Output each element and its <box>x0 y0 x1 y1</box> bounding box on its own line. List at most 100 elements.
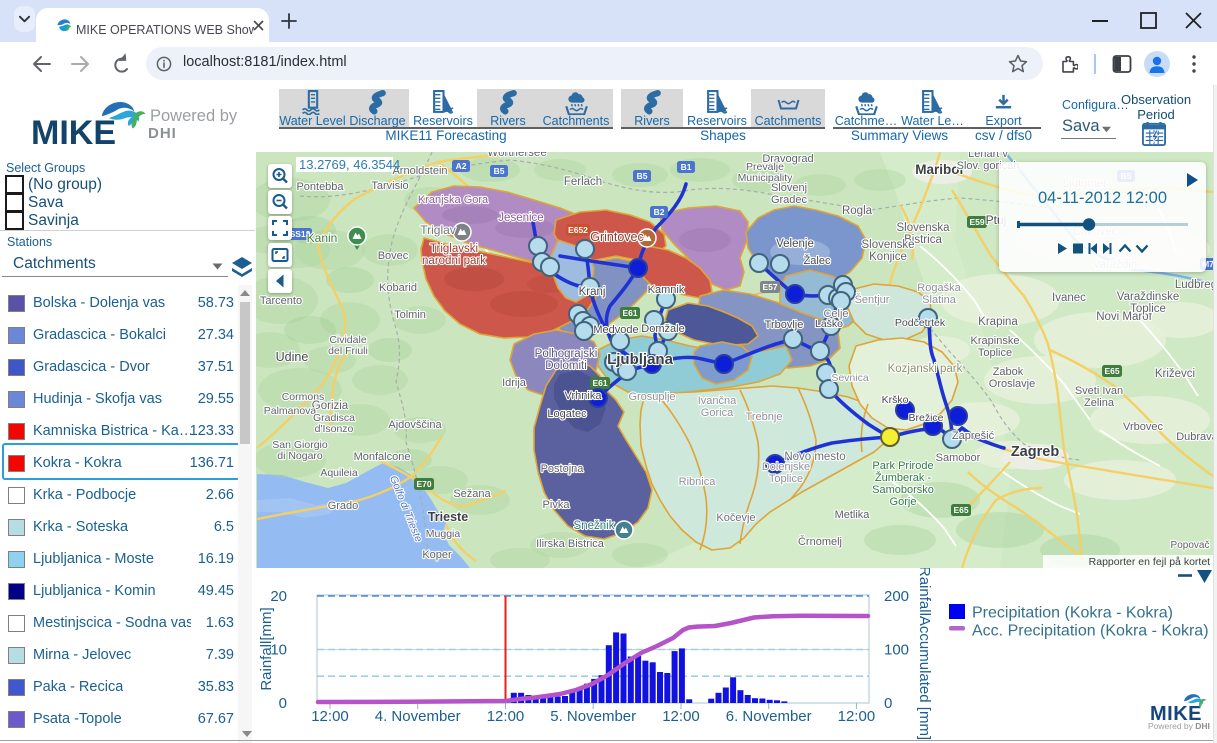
svg-text:Kanin: Kanin <box>307 231 338 245</box>
svg-text:Rainfall[mm]: Rainfall[mm] <box>258 607 275 690</box>
svg-text:Ribnica: Ribnica <box>679 476 717 488</box>
svg-text:Sveti Ivan: Sveti Ivan <box>1075 385 1123 397</box>
svg-text:12:00: 12:00 <box>838 708 876 725</box>
svg-text:Ludbreg: Ludbreg <box>1175 279 1213 291</box>
svg-text:Grintovec: Grintovec <box>590 230 644 244</box>
svg-text:Palmanova: Palmanova <box>264 405 317 417</box>
svg-text:Idrija: Idrija <box>502 377 527 389</box>
svg-text:Konjice: Konjice <box>869 251 907 263</box>
svg-text:Polhograjski: Polhograjski <box>535 348 598 360</box>
svg-text:Brežice: Brežice <box>908 412 943 424</box>
svg-text:Popovač: Popovač <box>1171 540 1210 551</box>
svg-text:E59: E59 <box>969 217 984 227</box>
svg-text:Trebnje: Trebnje <box>746 411 783 423</box>
svg-text:Dolenjske: Dolenjske <box>762 461 810 473</box>
svg-text:Varaždinske: Varaždinske <box>1117 291 1179 303</box>
svg-text:Zagreb: Zagreb <box>1011 444 1059 460</box>
svg-text:Žalec: Žalec <box>804 254 831 267</box>
svg-text:Snežnik: Snežnik <box>574 520 615 532</box>
svg-text:Kočevje: Kočevje <box>716 512 755 524</box>
svg-text:Križevci: Križevci <box>1155 368 1195 380</box>
svg-text:Aquileia: Aquileia <box>320 467 358 479</box>
svg-text:Novo mesto: Novo mesto <box>784 451 845 463</box>
svg-text:Bovec: Bovec <box>378 250 409 262</box>
svg-text:Rogaška: Rogaška <box>917 282 961 294</box>
svg-text:Metlika: Metlika <box>835 509 871 521</box>
svg-text:Grado: Grado <box>328 500 359 512</box>
svg-text:B5: B5 <box>494 166 505 176</box>
svg-text:Gorizia: Gorizia <box>312 400 349 412</box>
svg-text:Žumberak -: Žumberak - <box>875 471 932 484</box>
svg-text:Dubrava: Dubrava <box>1176 431 1213 443</box>
svg-text:di Nogaro: di Nogaro <box>277 450 323 462</box>
svg-text:B1: B1 <box>681 162 692 172</box>
svg-text:Slovenske: Slovenske <box>861 239 914 251</box>
svg-text:Tolmin: Tolmin <box>394 309 426 321</box>
svg-text:Krško: Krško <box>882 394 909 406</box>
svg-text:Dolomiti: Dolomiti <box>545 360 587 372</box>
svg-text:100: 100 <box>884 642 909 659</box>
svg-text:Medvode: Medvode <box>593 324 638 336</box>
svg-text:Ferlach: Ferlach <box>564 176 602 188</box>
svg-text:Prevalje: Prevalje <box>746 161 784 173</box>
svg-text:Udine: Udine <box>276 350 309 364</box>
svg-text:Trbovlje: Trbovlje <box>765 319 804 331</box>
svg-text:Slatina: Slatina <box>922 294 957 306</box>
svg-text:Toplice: Toplice <box>769 473 803 485</box>
svg-text:Velenje: Velenje <box>776 238 814 250</box>
svg-text:A2: A2 <box>456 161 467 171</box>
svg-text:Acc. Precipitation (Kokra - Ko: Acc. Precipitation (Kokra - Kokra) <box>972 623 1209 640</box>
svg-text:Cividale: Cividale <box>329 334 367 346</box>
svg-text:Jesenice: Jesenice <box>498 212 543 224</box>
svg-text:Dravograd: Dravograd <box>762 153 813 165</box>
svg-text:Slovenj: Slovenj <box>771 182 807 194</box>
svg-text:Vrbovec: Vrbovec <box>1123 421 1163 433</box>
svg-text:E65: E65 <box>953 505 968 515</box>
svg-text:Laško: Laško <box>815 318 843 330</box>
svg-text:Samobor: Samobor <box>936 452 981 464</box>
svg-text:Precipitation (Kokra - Kokra): Precipitation (Kokra - Kokra) <box>972 605 1173 622</box>
svg-text:Sežana: Sežana <box>453 488 491 500</box>
svg-text:Powered by DHI: Powered by DHI <box>1148 721 1210 731</box>
svg-text:Celje: Celje <box>823 308 848 320</box>
svg-text:Wörthersee: Wörthersee <box>487 152 546 159</box>
svg-text:Cormons: Cormons <box>282 391 325 403</box>
svg-text:Zaprešić: Zaprešić <box>952 430 995 442</box>
svg-text:Ajdovščina: Ajdovščina <box>388 419 442 431</box>
svg-text:SS13: SS13 <box>290 229 311 239</box>
svg-text:E70: E70 <box>416 479 431 489</box>
svg-text:Grosuplje: Grosuplje <box>628 391 675 403</box>
svg-text:Novi Marof: Novi Marof <box>1096 311 1152 323</box>
svg-text:Gorica: Gorica <box>701 407 734 419</box>
svg-text:B2: B2 <box>654 207 665 217</box>
svg-text:Toplice: Toplice <box>1130 303 1166 315</box>
svg-text:Gradisca: Gradisca <box>313 412 355 424</box>
svg-text:6. November: 6. November <box>726 708 812 725</box>
svg-text:Logatec: Logatec <box>547 408 587 420</box>
svg-text:Samoborsko: Samoborsko <box>872 484 934 496</box>
svg-text:Gorje: Gorje <box>890 496 917 508</box>
svg-text:B5: B5 <box>637 171 648 181</box>
svg-text:Triglavski: Triglavski <box>430 243 478 255</box>
svg-text:Šentjur: Šentjur <box>855 293 890 306</box>
svg-text:Kobarid: Kobarid <box>379 282 417 294</box>
svg-text:10: 10 <box>270 642 287 659</box>
svg-text:Ljubljana: Ljubljana <box>607 351 673 368</box>
svg-text:d'Isonzo: d'Isonzo <box>315 423 354 435</box>
svg-text:Oroslavje: Oroslavje <box>989 378 1035 390</box>
svg-text:Kamnik: Kamnik <box>648 284 685 296</box>
svg-text:Podčetrtek: Podčetrtek <box>895 317 946 329</box>
svg-text:0: 0 <box>884 695 892 712</box>
svg-text:Krapinske: Krapinske <box>971 335 1020 347</box>
svg-text:12:00: 12:00 <box>662 708 700 725</box>
svg-text:E61: E61 <box>592 378 607 388</box>
svg-text:Trieste: Trieste <box>428 510 468 524</box>
svg-text:E65: E65 <box>1104 366 1119 376</box>
svg-text:Kranj: Kranj <box>579 286 606 298</box>
svg-text:12:00: 12:00 <box>487 708 525 725</box>
svg-text:Krapina: Krapina <box>978 316 1018 328</box>
svg-text:Lenart v: Lenart v <box>968 152 1008 160</box>
svg-text:Domžale: Domžale <box>641 323 684 335</box>
svg-text:Municipality: Municipality <box>738 172 794 184</box>
svg-text:Ivanec: Ivanec <box>1052 292 1086 304</box>
